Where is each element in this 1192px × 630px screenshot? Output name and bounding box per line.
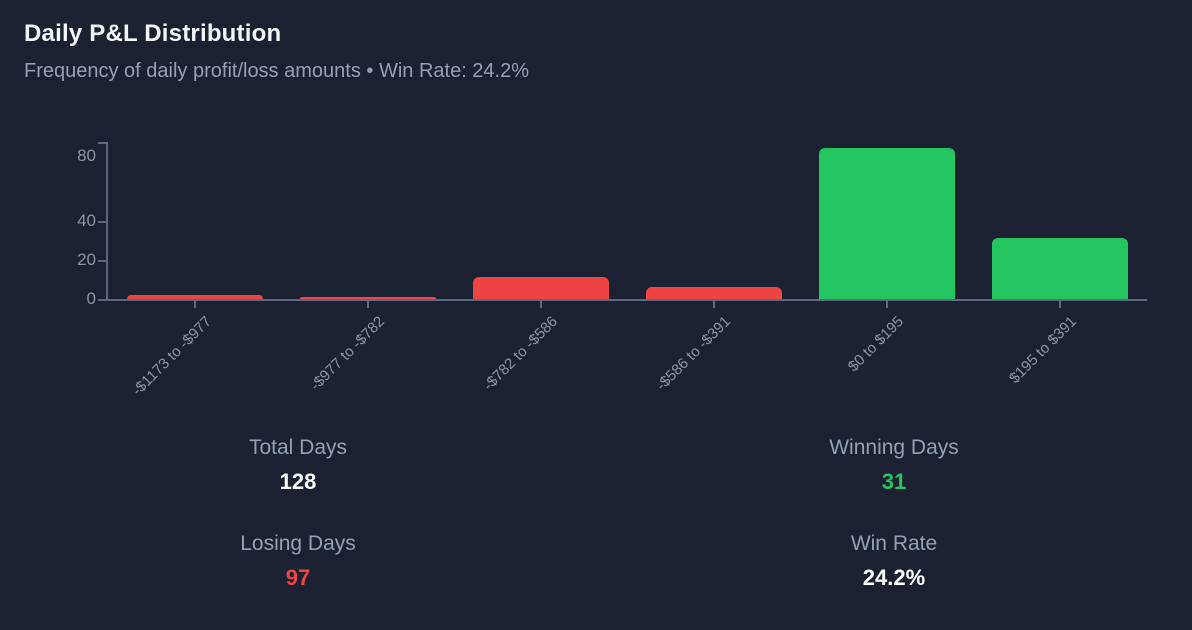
x-tick-label: -$586 to -$391 [653, 313, 735, 395]
y-tick-label: 20 [77, 249, 96, 269]
stat-total-days: Total Days 128 [0, 436, 596, 495]
y-axis-tick [98, 259, 106, 262]
stat-winning-days: Winning Days 31 [596, 436, 1192, 495]
stat-label: Winning Days [829, 436, 959, 459]
pnl-histogram: 0 20 40 80 -$1173 to -$977 -$977 to -$782 -$78… [0, 130, 1192, 430]
y-tick-label: 80 [77, 146, 96, 165]
x-tick-label: $0 to $195 [845, 313, 908, 376]
stat-losing-days: Losing Days 97 [0, 532, 596, 591]
y-axis-tick [98, 142, 106, 144]
page-title: Daily P&L Distribution [24, 20, 282, 47]
stat-win-rate: Win Rate 24.2% [596, 532, 1192, 591]
histogram-bar[interactable] [126, 295, 263, 299]
x-axis-tick [366, 301, 369, 308]
x-tick-label: -$977 to -$782 [306, 313, 388, 395]
histogram-bar[interactable] [992, 238, 1129, 299]
x-axis-tick [886, 301, 889, 308]
x-tick-label: -$782 to -$586 [479, 313, 561, 395]
x-tick-label: $195 to $391 [1006, 313, 1081, 387]
stat-value: 24.2% [862, 565, 926, 590]
histogram-bar[interactable] [646, 287, 783, 299]
histogram-bar[interactable] [472, 277, 609, 299]
y-axis-tick [98, 299, 106, 301]
x-axis-tick [713, 301, 716, 308]
x-axis-line [106, 299, 1147, 301]
stats-grid: Total Days 128 Winning Days 31 Losing Da… [0, 436, 1192, 591]
y-tick-label: 40 [77, 210, 96, 230]
stat-label: Total Days [248, 436, 348, 459]
stat-label: Losing Days [240, 532, 356, 555]
x-axis-tick [193, 301, 196, 308]
stat-value: 31 [881, 469, 907, 494]
page-subtitle: Frequency of daily profit/loss amounts •… [24, 60, 530, 82]
y-axis-tick [98, 220, 106, 223]
histogram-bar[interactable] [819, 147, 956, 299]
x-axis-tick [539, 301, 542, 308]
card-header: Daily P&L Distribution Frequency of dail… [24, 20, 529, 83]
stat-label: Win Rate [850, 532, 938, 555]
stat-value: 128 [279, 469, 317, 494]
x-tick-label: -$1173 to -$977 [128, 313, 215, 400]
stat-value: 97 [285, 565, 311, 590]
x-axis-tick [1059, 301, 1062, 308]
y-tick-label: 0 [86, 289, 96, 308]
y-axis-line [106, 142, 108, 301]
histogram-bar[interactable] [299, 297, 436, 299]
